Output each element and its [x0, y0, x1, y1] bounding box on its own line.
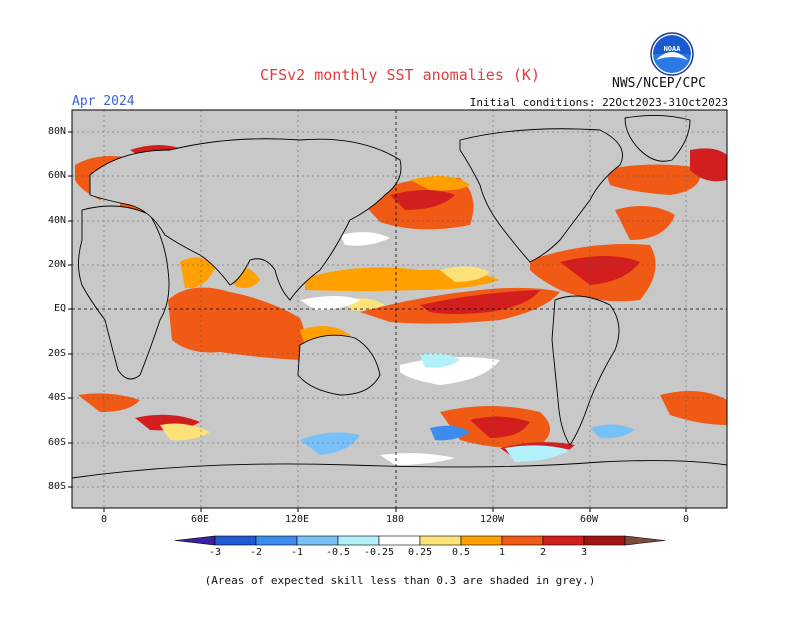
lat-label: 80N [48, 126, 67, 137]
colorbar-tick-label: 2 [539, 547, 547, 558]
colorbar-high-arrow [624, 535, 666, 546]
lon-label: 0 [101, 514, 108, 525]
lat-label: 40N [48, 215, 67, 226]
lon-label: 180 [386, 514, 405, 525]
noaa-logo: NOAA [650, 32, 694, 76]
initial-conditions-label: Initial conditions: 22Oct2023-31Oct2023 [469, 96, 728, 109]
colorbar-tick-label: 3 [580, 547, 588, 558]
lon-label: 120W [480, 514, 505, 525]
lon-label: 60E [191, 514, 210, 525]
colorbar-tick-label: 0.25 [407, 547, 433, 558]
skill-footnote: (Areas of expected skill less than 0.3 a… [204, 574, 596, 587]
map-title: CFSv2 monthly SST anomalies (K) [260, 66, 540, 84]
lat-label: 80S [48, 481, 67, 492]
colorbar-cell [337, 535, 380, 546]
valid-month-label: Apr 2024 [72, 94, 135, 109]
colorbar-cell [542, 535, 585, 546]
colorbar-tick-label: 1 [498, 547, 506, 558]
colorbar-cell [378, 535, 421, 546]
colorbar-low-arrow [174, 535, 216, 546]
colorbar-cell [583, 535, 626, 546]
lat-label: 20S [48, 348, 67, 359]
colorbar-cell [214, 535, 257, 546]
colorbar-tick-label: -0.5 [325, 547, 351, 558]
lon-label: 0 [683, 514, 690, 525]
lat-label: 20N [48, 259, 67, 270]
lat-label: 60N [48, 170, 67, 181]
anomaly-fields [75, 145, 727, 465]
colorbar-tick-label: -3 [208, 547, 222, 558]
colorbar-tick-label: -1 [290, 547, 304, 558]
lat-label: 60S [48, 437, 67, 448]
colorbar-tick-label: -2 [249, 547, 263, 558]
svg-text:NOAA: NOAA [664, 45, 682, 53]
lon-label: 120E [285, 514, 310, 525]
coastlines [72, 114, 727, 508]
colorbar-cell [419, 535, 462, 546]
colorbar-cell [255, 535, 298, 546]
colorbar-tick-label: 0.5 [451, 547, 471, 558]
colorbar-cell [296, 535, 339, 546]
agency-label: NWS/NCEP/CPC [612, 76, 706, 91]
lon-label: 60W [580, 514, 599, 525]
colorbar-cell [501, 535, 544, 546]
colorbar-cell [460, 535, 503, 546]
reference-lines [72, 110, 727, 508]
lat-label: 40S [48, 392, 67, 403]
lat-label: EQ [54, 303, 67, 314]
lat-lon-grid [72, 110, 727, 508]
colorbar-tick-label: -0.25 [363, 547, 395, 558]
